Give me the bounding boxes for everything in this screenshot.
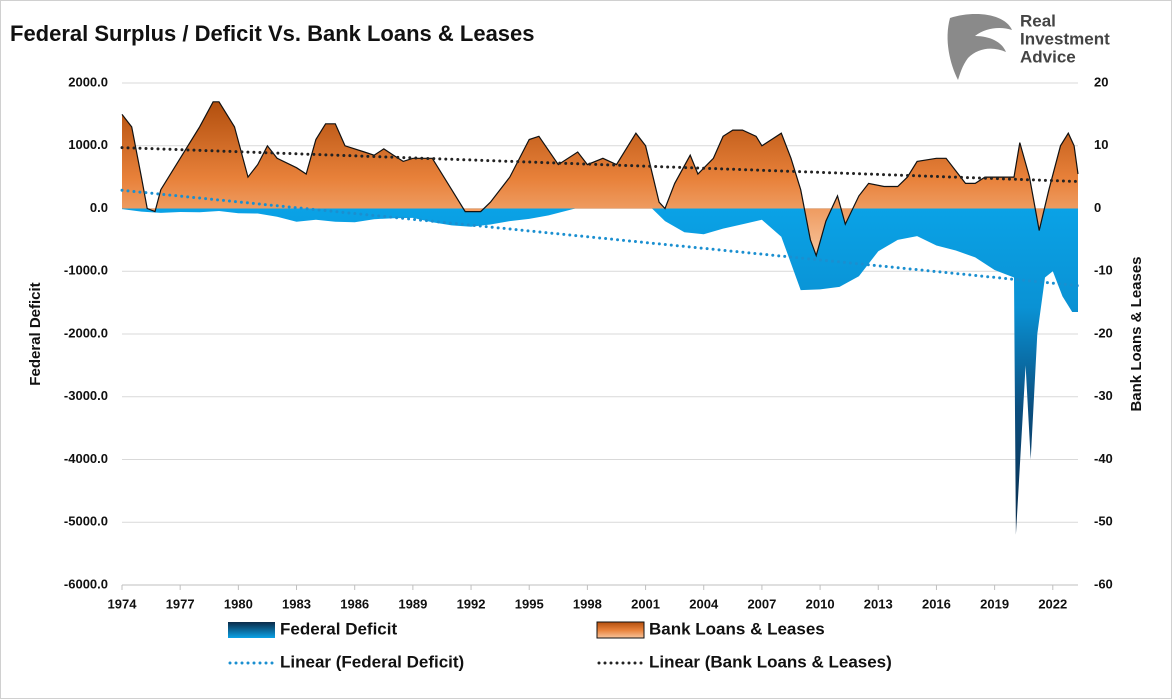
x-tick-label: 1974 [108, 596, 138, 611]
y2-tick-label: -20 [1094, 325, 1113, 340]
x-tick-label: 1992 [457, 596, 486, 611]
x-tick-label: 2007 [747, 596, 776, 611]
y-tick-label: -2000.0 [64, 325, 108, 340]
legend-swatch [596, 621, 645, 639]
x-tick-label: 1989 [398, 596, 427, 611]
y-tick-label: -6000.0 [64, 576, 108, 591]
legend-label: Federal Deficit [280, 619, 397, 638]
legend-label: Linear (Bank Loans & Leases) [649, 652, 892, 671]
logo-text: Real [1020, 11, 1056, 30]
x-tick-label: 1983 [282, 596, 311, 611]
trend-line [120, 188, 1080, 288]
y-tick-label: -1000.0 [64, 263, 108, 278]
y-tick-label: -5000.0 [64, 514, 108, 529]
y2-tick-label: 10 [1094, 137, 1108, 152]
x-tick-label: 2010 [806, 596, 835, 611]
x-tick-label: 1986 [340, 596, 369, 611]
area-outline [121, 101, 1079, 258]
trend-line [120, 146, 1080, 183]
y-tick-label: 1000.0 [68, 137, 108, 152]
y2-tick-label: -30 [1094, 388, 1113, 403]
y-axis-label: Federal Deficit [27, 282, 44, 385]
logo-icon [947, 14, 1012, 80]
x-tick-label: 2022 [1038, 596, 1067, 611]
x-tick-label: 2016 [922, 596, 951, 611]
y2-tick-label: 20 [1094, 74, 1108, 89]
y2-tick-label: -40 [1094, 451, 1113, 466]
y-tick-label: 2000.0 [68, 74, 108, 89]
y-tick-label: -4000.0 [64, 451, 108, 466]
x-tick-label: 1980 [224, 596, 253, 611]
y2-axis-label: Bank Loans & Leases [1128, 256, 1145, 411]
y2-tick-label: -10 [1094, 263, 1113, 278]
legend-label: Bank Loans & Leases [649, 619, 825, 638]
x-tick-label: 1977 [166, 596, 195, 611]
logo-text: Investment [1020, 29, 1110, 48]
area [122, 193, 1078, 535]
x-tick-label: 2004 [689, 596, 719, 611]
area [122, 101, 1078, 256]
legend-label: Linear (Federal Deficit) [280, 652, 464, 671]
x-tick-label: 1998 [573, 596, 602, 611]
y-tick-label: 0.0 [90, 200, 108, 215]
chart-title: Federal Surplus / Deficit Vs. Bank Loans… [10, 21, 535, 46]
y2-tick-label: -60 [1094, 576, 1113, 591]
x-tick-label: 2013 [864, 596, 893, 611]
x-tick-label: 2019 [980, 596, 1009, 611]
x-tick-label: 1995 [515, 596, 544, 611]
x-tick-label: 2001 [631, 596, 660, 611]
y2-tick-label: 0 [1094, 200, 1101, 215]
logo-text: Advice [1020, 47, 1076, 66]
legend-swatch [228, 622, 275, 638]
y2-tick-label: -50 [1094, 514, 1113, 529]
y-tick-label: -3000.0 [64, 388, 108, 403]
